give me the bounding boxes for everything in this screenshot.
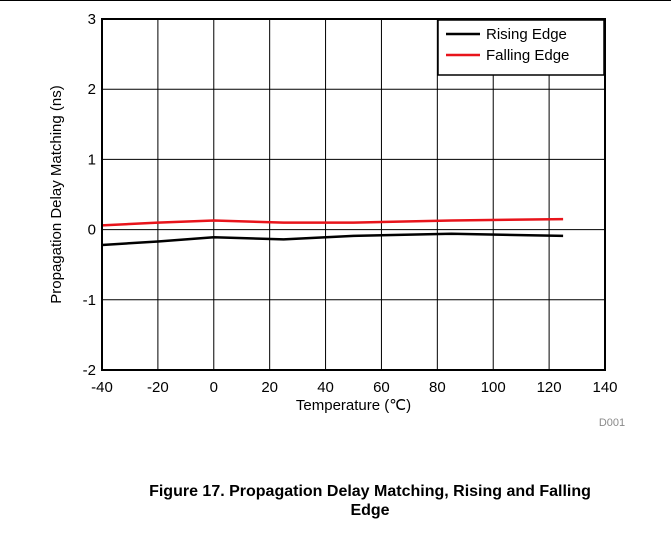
chart-code-label: D001 xyxy=(599,417,625,429)
y-tick-label: 0 xyxy=(88,222,96,239)
top-rule xyxy=(0,0,671,1)
x-tick-label: 120 xyxy=(537,379,562,396)
x-tick-label: 100 xyxy=(481,379,506,396)
series-line-falling-edge xyxy=(101,217,564,227)
y-tick-label: -2 xyxy=(83,362,96,379)
x-tick-label: 20 xyxy=(261,379,278,396)
y-tick-label: 2 xyxy=(88,81,96,98)
series-layer xyxy=(101,217,564,247)
chart-grid xyxy=(102,19,605,370)
legend: Rising Edge Falling Edge xyxy=(437,19,605,76)
x-axis-title: Temperature (℃) xyxy=(296,397,411,414)
y-tick-label: -1 xyxy=(83,292,96,309)
y-tick-label: 3 xyxy=(88,11,96,28)
legend-label: Rising Edge xyxy=(486,26,567,43)
y-tick-label: 1 xyxy=(88,151,96,168)
legend-box xyxy=(437,19,605,76)
series-line-rising-edge xyxy=(101,232,564,247)
x-tick-label: 60 xyxy=(373,379,390,396)
x-tick-label: -40 xyxy=(91,379,113,396)
caption-line-2: Edge xyxy=(350,502,390,519)
chart: -40 -20 0 20 40 60 80 100 120 140 -2 -1 0 1 2 3 Tempera… xyxy=(48,11,625,429)
x-tick-label: -20 xyxy=(147,379,169,396)
y-axis-title: Propagation Delay Matching (ns) xyxy=(48,85,65,303)
tick-labels: -40 -20 0 20 40 60 80 100 120 140 -2 -1 0 1 2 3 xyxy=(83,11,618,396)
x-tick-label: 80 xyxy=(429,379,446,396)
caption-line-1: Figure 17. Propagation Delay Matching, R… xyxy=(149,483,591,500)
x-tick-label: 140 xyxy=(592,379,617,396)
plot-frame xyxy=(101,18,606,371)
x-tick-label: 0 xyxy=(210,379,218,396)
x-tick-label: 40 xyxy=(317,379,334,396)
legend-label: Falling Edge xyxy=(486,47,569,64)
figure-caption: Figure 17. Propagation Delay Matching, R… xyxy=(70,482,670,520)
